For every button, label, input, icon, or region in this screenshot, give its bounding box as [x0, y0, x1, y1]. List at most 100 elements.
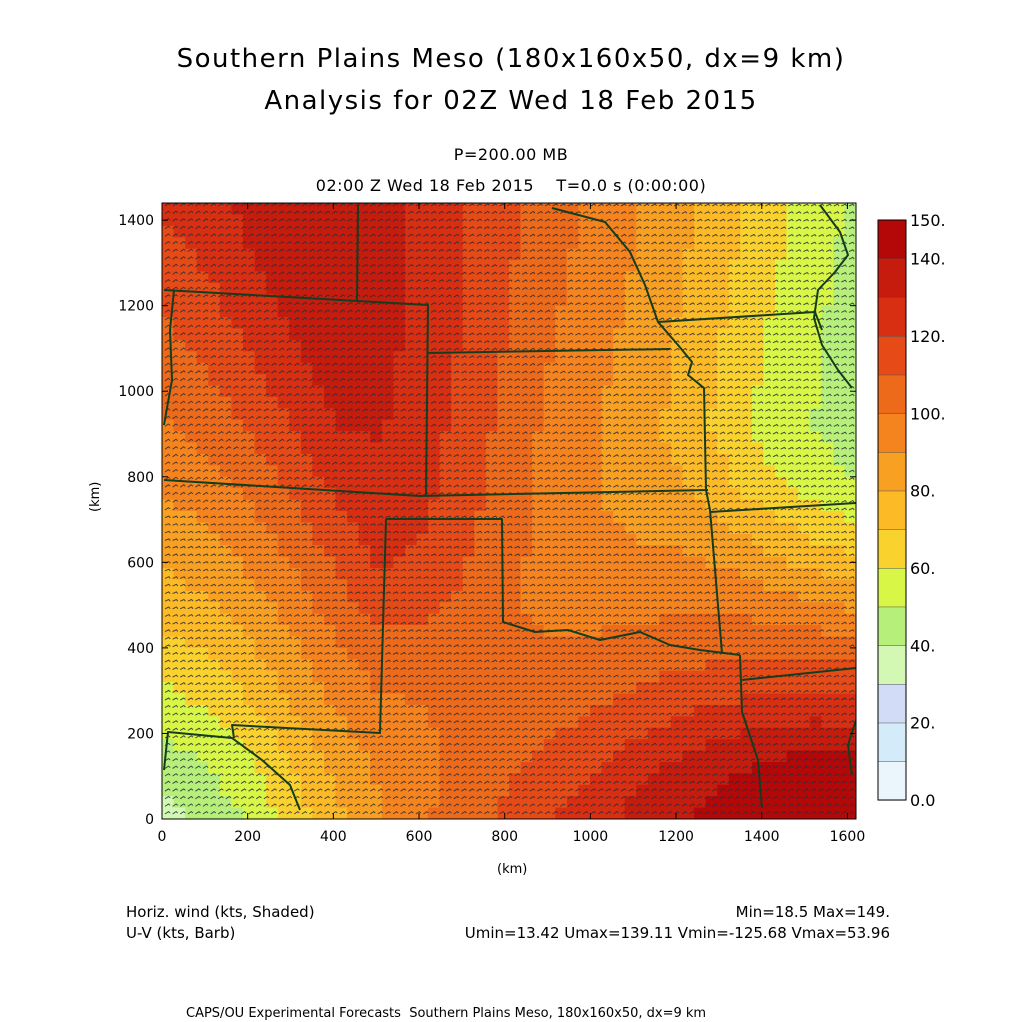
- speed-cell: [404, 465, 418, 478]
- speed-cell: [416, 260, 429, 273]
- speed-cell: [786, 385, 799, 398]
- speed-cell: [231, 590, 244, 603]
- speed-cell: [404, 328, 418, 341]
- speed-cell: [428, 693, 441, 706]
- speed-cell: [589, 328, 603, 341]
- speed-cell: [196, 442, 209, 455]
- speed-cell: [358, 784, 371, 797]
- speed-cell: [601, 248, 614, 261]
- speed-cell: [404, 579, 418, 592]
- speed-cell: [670, 282, 684, 295]
- speed-cell: [196, 704, 209, 717]
- speed-cell: [347, 647, 360, 660]
- speed-cell: [370, 442, 383, 455]
- speed-cell: [451, 328, 464, 341]
- speed-cell: [520, 636, 533, 649]
- speed-cell: [196, 625, 209, 638]
- speed-cell: [173, 442, 186, 455]
- speed-cell: [624, 431, 637, 444]
- speed-cell: [474, 636, 487, 649]
- speed-cell: [219, 282, 232, 295]
- speed-cell: [231, 647, 244, 660]
- speed-cell: [717, 214, 730, 227]
- speed-cell: [381, 442, 394, 455]
- speed-cell: [844, 248, 856, 261]
- speed-cell: [520, 339, 533, 352]
- speed-cell: [844, 453, 856, 466]
- speed-cell: [474, 237, 487, 250]
- speed-cell: [370, 784, 383, 797]
- speed-cell: [474, 533, 487, 546]
- speed-cell: [196, 328, 209, 341]
- speed-cell: [416, 807, 429, 819]
- speed-cell: [647, 488, 660, 501]
- speed-cell: [196, 431, 209, 444]
- speed-cell: [786, 453, 799, 466]
- speed-cell: [670, 807, 684, 819]
- speed-cell: [335, 761, 348, 774]
- speed-cell: [381, 647, 394, 660]
- speed-cell: [705, 579, 718, 592]
- speed-cell: [416, 328, 429, 341]
- speed-cell: [728, 442, 741, 455]
- speed-cell: [670, 625, 684, 638]
- speed-cell: [428, 750, 441, 763]
- chart-title: Southern Plains Meso (180x160x50, dx=9 k…: [176, 44, 846, 74]
- speed-cell: [740, 374, 753, 387]
- speed-cell: [694, 396, 707, 409]
- speed-cell: [173, 796, 186, 809]
- speed-cell: [358, 351, 371, 364]
- speed-cell: [358, 408, 371, 421]
- speed-cell: [451, 442, 464, 455]
- speed-cell: [624, 716, 637, 729]
- speed-cell: [358, 613, 371, 626]
- speed-cell: [497, 465, 510, 478]
- speed-cell: [393, 693, 406, 706]
- speed-cell: [751, 374, 765, 387]
- speed-cell: [428, 328, 441, 341]
- speed-cell: [162, 453, 175, 466]
- speed-cell: [682, 625, 695, 638]
- speed-cell: [162, 716, 175, 729]
- speed-cell: [740, 465, 753, 478]
- speed-cell: [682, 442, 695, 455]
- speed-cell: [763, 522, 776, 535]
- speed-cell: [497, 419, 510, 432]
- speed-cell: [358, 385, 371, 398]
- speed-cell: [601, 716, 614, 729]
- speed-cell: [358, 248, 371, 261]
- speed-cell: [659, 647, 672, 660]
- speed-cell: [404, 419, 418, 432]
- speed-cell: [439, 647, 452, 660]
- speed-cell: [404, 784, 418, 797]
- speed-cell: [763, 465, 776, 478]
- speed-cell: [694, 602, 707, 615]
- speed-cell: [740, 590, 753, 603]
- speed-cell: [740, 305, 753, 318]
- speed-cell: [705, 328, 718, 341]
- speed-cell: [173, 294, 186, 307]
- speed-cell: [347, 807, 360, 819]
- speed-cell: [231, 396, 244, 409]
- speed-cell: [196, 682, 209, 695]
- speed-cell: [335, 807, 348, 819]
- speed-cell: [520, 248, 533, 261]
- speed-cell: [231, 442, 244, 455]
- speed-cell: [613, 625, 626, 638]
- speed-cell: [404, 271, 418, 284]
- speed-cell: [393, 533, 406, 546]
- speed-cell: [786, 636, 799, 649]
- speed-cell: [497, 260, 510, 273]
- speed-cell: [659, 773, 672, 786]
- speed-cell: [763, 339, 776, 352]
- speed-cell: [763, 408, 776, 421]
- speed-cell: [185, 374, 198, 387]
- speed-cell: [682, 556, 695, 569]
- speed-cell: [208, 602, 221, 615]
- speed-cell: [428, 374, 441, 387]
- speed-cell: [844, 317, 856, 330]
- speed-cell: [404, 305, 418, 318]
- speed-cell: [624, 807, 637, 819]
- speed-cell: [462, 670, 475, 683]
- speed-cell: [208, 647, 221, 660]
